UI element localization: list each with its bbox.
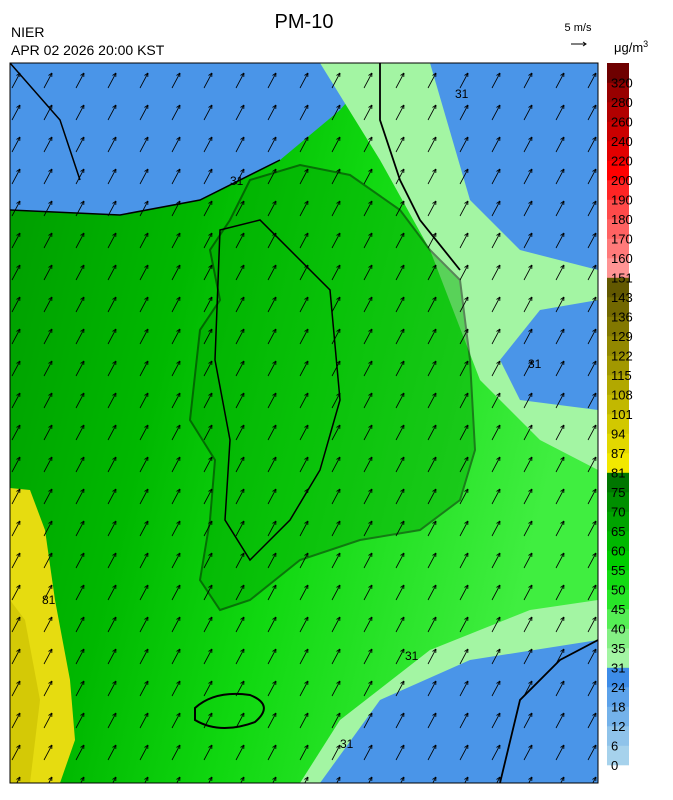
colorbar-label: 31 xyxy=(611,661,625,676)
colorbar-segment xyxy=(607,414,629,434)
colorbar-label: 75 xyxy=(611,485,625,500)
colorbar-label: 87 xyxy=(611,446,625,461)
colorbar-segment xyxy=(607,550,629,571)
colorbar-label: 240 xyxy=(611,134,633,149)
colorbar-segment xyxy=(607,628,629,649)
colorbar-label: 24 xyxy=(611,680,625,695)
colorbar-label: 6 xyxy=(611,739,618,754)
colorbar-segment xyxy=(607,141,629,161)
colorbar-label: 65 xyxy=(611,524,625,539)
colorbar: 0 6 12 18 24 31 35 40 45 50 55 60 65 70 75 81 87 94 101 108… xyxy=(607,63,633,773)
colorbar-label: 45 xyxy=(611,602,625,617)
colorbar-segment xyxy=(607,609,629,629)
contour-label: 31 xyxy=(455,87,469,101)
colorbar-label: 35 xyxy=(611,641,625,656)
colorbar-segment xyxy=(607,297,629,317)
colorbar-label: 50 xyxy=(611,583,625,598)
agency: NIER xyxy=(11,24,44,40)
colorbar-label: 0 xyxy=(611,758,618,773)
colorbar-segment xyxy=(607,219,629,239)
colorbar-label: 40 xyxy=(611,622,625,637)
colorbar-label: 115 xyxy=(611,368,632,383)
wind-scale-arrow xyxy=(571,41,587,47)
colorbar-label: 55 xyxy=(611,563,625,578)
colorbar-segment xyxy=(607,277,629,298)
title: PM-10 xyxy=(275,11,334,33)
colorbar-label: 160 xyxy=(611,251,633,266)
colorbar-segment xyxy=(607,745,629,766)
colorbar-label: 101 xyxy=(611,407,633,422)
colorbar-label: 190 xyxy=(611,193,633,208)
colorbar-segment xyxy=(607,706,629,727)
wind-vectors xyxy=(10,63,598,783)
colorbar-segment xyxy=(607,63,629,83)
contour-label: 81 xyxy=(42,593,56,607)
colorbar-segment xyxy=(607,570,629,590)
colorbar-segment xyxy=(607,199,629,220)
colorbar-label: 129 xyxy=(611,329,633,344)
colorbar-label: 81 xyxy=(611,466,625,481)
colorbar-segment xyxy=(607,667,629,688)
colorbar-label: 18 xyxy=(611,700,625,715)
colorbar-label: 136 xyxy=(611,310,633,325)
contour-label: 31 xyxy=(528,357,542,371)
colorbar-segment xyxy=(607,394,629,415)
colorbar-segment xyxy=(607,433,629,454)
colorbar-segment xyxy=(607,82,629,103)
contour-label: 31 xyxy=(405,649,419,663)
timestamp: APR 02 2026 20:00 KST xyxy=(11,42,165,58)
colorbar-segment xyxy=(607,492,629,512)
colorbar-segment xyxy=(607,375,629,395)
colorbar-segment xyxy=(607,316,629,337)
colorbar-segment xyxy=(607,258,629,278)
colorbar-segment xyxy=(607,589,629,610)
colorbar-segment xyxy=(607,336,629,356)
colorbar-segment xyxy=(607,687,629,707)
colorbar-segment xyxy=(607,472,629,493)
colorbar-label: 260 xyxy=(611,115,633,130)
colorbar-segment xyxy=(607,726,629,746)
colorbar-label: 180 xyxy=(611,212,633,227)
unit-base: μg/m xyxy=(614,40,643,55)
colorbar-segment xyxy=(607,648,629,668)
contour-label: 31 xyxy=(230,174,244,188)
map-frame xyxy=(9,62,599,784)
colorbar-segment xyxy=(607,531,629,551)
wind-scale: 5 m/s xyxy=(565,22,592,34)
colorbar-label: 280 xyxy=(611,95,633,110)
unit-exponent: 3 xyxy=(643,39,648,49)
colorbar-label: 60 xyxy=(611,544,625,559)
colorbar-segment xyxy=(607,102,629,122)
colorbar-segment xyxy=(607,180,629,200)
colorbar-segment xyxy=(607,238,629,259)
colorbar-label: 94 xyxy=(611,427,625,442)
colorbar-label: 143 xyxy=(611,290,633,305)
colorbar-segment xyxy=(607,160,629,181)
colorbar-label: 200 xyxy=(611,173,633,188)
colorbar-label: 122 xyxy=(611,349,633,364)
colorbar-segment xyxy=(607,355,629,376)
colorbar-label: 108 xyxy=(611,388,633,403)
colorbar-label: 70 xyxy=(611,505,625,520)
colorbar-segment xyxy=(607,453,629,473)
colorbar-label: 151 xyxy=(611,271,633,286)
map: 31 31 31 31 31 81 xyxy=(10,63,598,783)
colorbar-label: 220 xyxy=(611,154,633,169)
colorbar-label: 170 xyxy=(611,232,633,247)
colorbar-segment xyxy=(607,121,629,142)
unit: μg/m3 xyxy=(614,39,648,55)
contour-label: 31 xyxy=(340,737,354,751)
colorbar-label: 12 xyxy=(611,719,625,734)
colorbar-segment xyxy=(607,511,629,532)
colorbar-label: 320 xyxy=(611,76,633,91)
